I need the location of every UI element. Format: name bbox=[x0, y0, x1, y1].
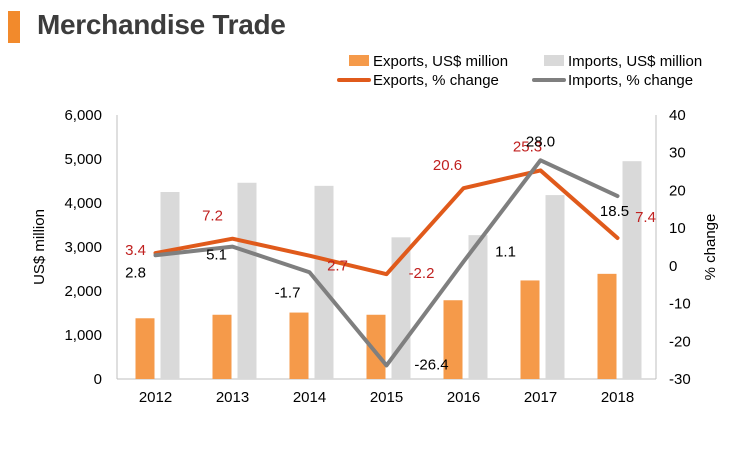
x-tick-label: 2018 bbox=[601, 389, 634, 406]
y-left-tick-label: 4,000 bbox=[64, 195, 102, 212]
chart-axes: 0 1,000 2,000 3,000 4,000 5,000 6,000 -30 -20 -10… bbox=[31, 107, 719, 406]
x-tick-label: 2012 bbox=[139, 389, 172, 406]
data-label-exports-change: 7.4 bbox=[635, 209, 656, 226]
x-tick-label: 2014 bbox=[293, 389, 326, 406]
chart-lines bbox=[153, 158, 620, 368]
data-label-exports-change: 20.6 bbox=[433, 157, 462, 174]
legend-swatch bbox=[349, 55, 369, 66]
x-tick-label: 2015 bbox=[370, 389, 403, 406]
data-label-exports-change: 7.2 bbox=[202, 208, 223, 225]
y-right-tick-label: 0 bbox=[669, 258, 677, 275]
bar-exports bbox=[366, 314, 386, 379]
data-label-imports-change: 1.1 bbox=[495, 244, 516, 261]
data-label-exports-change: -2.2 bbox=[409, 265, 435, 282]
data-label-exports-change: 3.4 bbox=[125, 242, 146, 259]
bar-imports bbox=[391, 237, 411, 379]
data-label-imports-change: 28.0 bbox=[526, 133, 555, 150]
title-accent-bar bbox=[8, 11, 20, 43]
y-right-tick-label: -10 bbox=[669, 296, 691, 313]
x-tick-label: 2013 bbox=[216, 389, 249, 406]
y-left-axis-title: US$ million bbox=[31, 209, 48, 285]
x-tick-label: 2017 bbox=[524, 389, 557, 406]
bar-exports bbox=[443, 300, 463, 379]
bar-imports bbox=[468, 235, 488, 379]
bar-imports bbox=[160, 192, 180, 379]
page-title: Merchandise Trade bbox=[37, 9, 286, 40]
bar-exports bbox=[597, 273, 617, 379]
bar-exports bbox=[212, 314, 232, 379]
y-right-axis-title: % change bbox=[702, 214, 719, 281]
legend-label: Imports, % change bbox=[568, 72, 693, 89]
y-right-tick-label: -30 bbox=[669, 371, 691, 388]
bar-imports bbox=[237, 182, 257, 379]
data-label-imports-change: 18.5 bbox=[600, 203, 629, 220]
y-right-tick-label: -20 bbox=[669, 333, 691, 350]
y-left-tick-label: 0 bbox=[94, 371, 102, 388]
y-right-tick-label: 10 bbox=[669, 220, 686, 237]
bar-exports bbox=[135, 318, 155, 379]
legend-label: Exports, % change bbox=[373, 72, 499, 89]
y-left-tick-label: 2,000 bbox=[64, 283, 102, 300]
y-left-tick-label: 5,000 bbox=[64, 151, 102, 168]
y-left-tick-label: 6,000 bbox=[64, 107, 102, 124]
data-label-imports-change: 5.1 bbox=[206, 247, 227, 264]
legend-label: Exports, US$ million bbox=[373, 53, 508, 70]
y-right-tick-label: 30 bbox=[669, 145, 686, 162]
bar-imports bbox=[545, 195, 565, 379]
bar-exports bbox=[289, 312, 309, 379]
line-imports-change bbox=[153, 158, 620, 368]
y-right-tick-label: 20 bbox=[669, 182, 686, 199]
chart-legend: Exports, US$ million Imports, US$ million… bbox=[337, 53, 702, 89]
y-left-tick-label: 1,000 bbox=[64, 327, 102, 344]
bar-imports bbox=[314, 185, 334, 379]
bar-imports bbox=[622, 161, 642, 379]
data-label-imports-change: -1.7 bbox=[275, 284, 301, 301]
legend-label: Imports, US$ million bbox=[568, 53, 702, 70]
bar-exports bbox=[520, 280, 540, 379]
legend-swatch bbox=[544, 55, 564, 66]
data-label-imports-change: 2.8 bbox=[125, 264, 146, 281]
chart-data-labels: 3.4 7.2 2.7 -2.2 20.6 25.3 7.4 2.8 5.1 -1.7 -26.4 1… bbox=[125, 133, 656, 373]
data-label-exports-change: 25.3 bbox=[513, 138, 542, 155]
x-tick-label: 2016 bbox=[447, 389, 480, 406]
y-right-tick-label: 40 bbox=[669, 107, 686, 124]
y-left-tick-label: 3,000 bbox=[64, 239, 102, 256]
chart-bars bbox=[135, 161, 642, 379]
line-exports-change bbox=[153, 168, 620, 277]
data-label-imports-change: -26.4 bbox=[414, 356, 448, 373]
data-label-exports-change: 2.7 bbox=[327, 258, 348, 275]
